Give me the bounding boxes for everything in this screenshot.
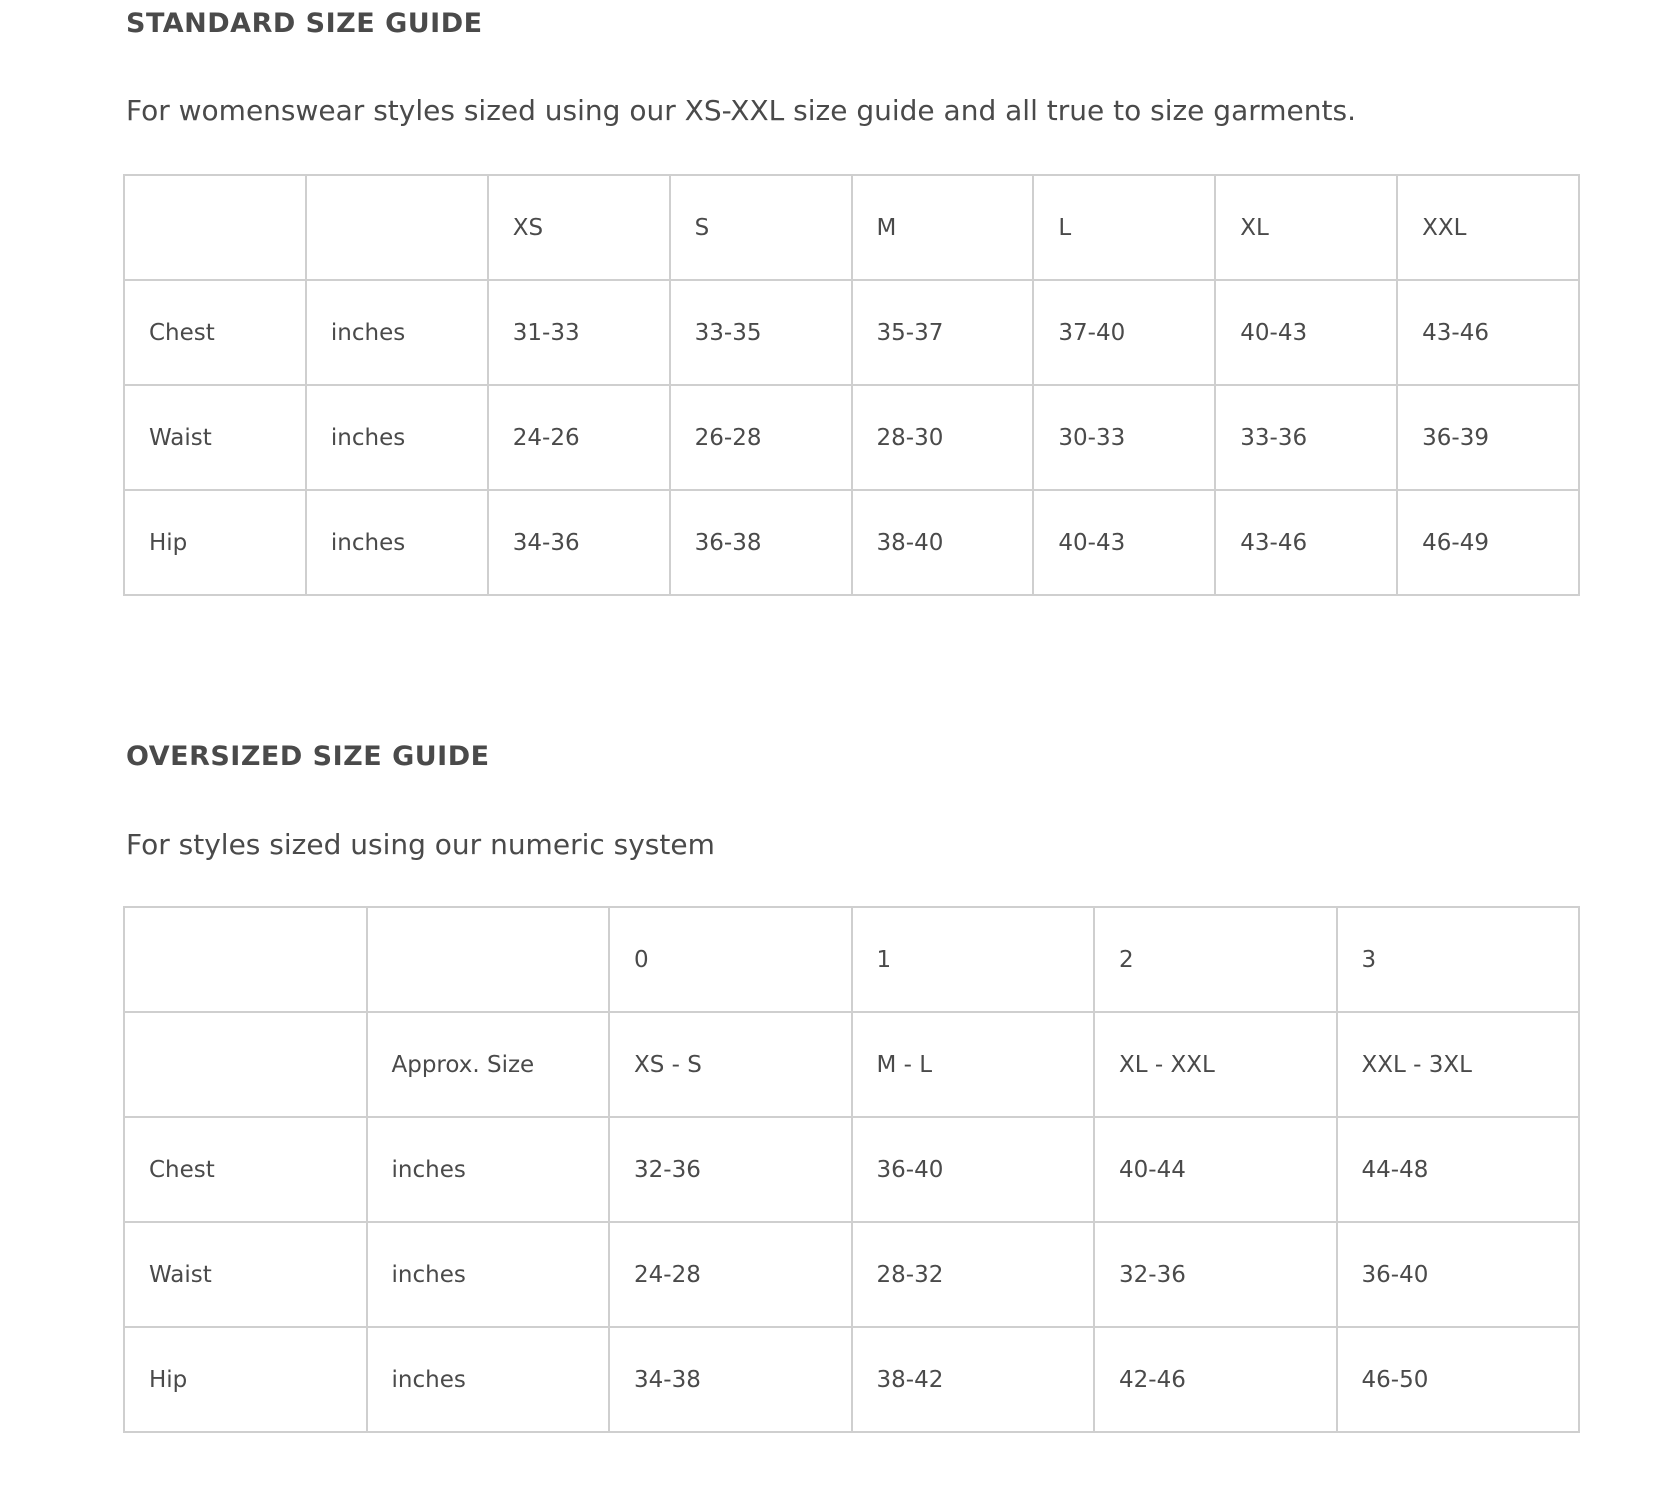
table-cell: 36-39	[1396, 384, 1580, 491]
table-cell: 33-36	[1214, 384, 1399, 491]
table-cell: 40-43	[1032, 489, 1217, 596]
table-cell: 26-28	[668, 384, 853, 491]
table-cell: 36-40	[1335, 1221, 1580, 1328]
table-cell: inches	[365, 1326, 610, 1433]
table-cell: 42-46	[1093, 1326, 1338, 1433]
oversized-size-guide-subtitle: For styles sized using our numeric syste…	[126, 828, 715, 861]
table-row: Hip inches 34-36 36-38 38-40 40-43 43-46 46-49	[123, 489, 1580, 596]
table-cell: 33-35	[668, 279, 853, 386]
table-cell: 46-49	[1396, 489, 1580, 596]
table-cell	[304, 174, 489, 281]
table-cell: 24-26	[486, 384, 671, 491]
table-cell: 38-40	[850, 489, 1035, 596]
table-cell: 38-42	[850, 1326, 1095, 1433]
table-cell: L	[1032, 174, 1217, 281]
table-cell: 43-46	[1396, 279, 1580, 386]
table-cell: M - L	[850, 1011, 1095, 1118]
table-cell: XL	[1214, 174, 1399, 281]
table-cell: 43-46	[1214, 489, 1399, 596]
table-cell: Hip	[123, 1326, 368, 1433]
table-cell: 24-28	[608, 1221, 853, 1328]
table-cell: inches	[365, 1116, 610, 1223]
table-row: Waist inches 24-28 28-32 32-36 36-40	[123, 1221, 1580, 1328]
table-cell: XS - S	[608, 1011, 853, 1118]
table-cell: XXL - 3XL	[1335, 1011, 1580, 1118]
oversized-size-guide-title: OVERSIZED SIZE GUIDE	[126, 741, 490, 772]
table-cell: XXL	[1396, 174, 1580, 281]
table-cell: 31-33	[486, 279, 671, 386]
standard-size-table: XS S M L XL XXL Chest inches 31-33 33-35 35-37 37-4…	[123, 174, 1580, 596]
table-cell: 40-44	[1093, 1116, 1338, 1223]
table-cell: Waist	[123, 384, 307, 491]
table-cell: 28-30	[850, 384, 1035, 491]
table-cell: XL - XXL	[1093, 1011, 1338, 1118]
table-row: Waist inches 24-26 26-28 28-30 30-33 33-36 36-3…	[123, 384, 1580, 491]
table-row: Hip inches 34-38 38-42 42-46 46-50	[123, 1326, 1580, 1433]
table-header-row: XS S M L XL XXL	[123, 174, 1580, 281]
table-cell: inches	[304, 384, 489, 491]
table-row: Chest inches 31-33 33-35 35-37 37-40 40-43 43-4…	[123, 279, 1580, 386]
table-cell: 30-33	[1032, 384, 1217, 491]
table-cell: 34-36	[486, 489, 671, 596]
table-cell: 3	[1335, 906, 1580, 1013]
table-cell: Chest	[123, 279, 307, 386]
table-cell: 2	[1093, 906, 1338, 1013]
table-cell: 32-36	[608, 1116, 853, 1223]
table-cell: inches	[304, 489, 489, 596]
table-cell: 37-40	[1032, 279, 1217, 386]
table-cell: 0	[608, 906, 853, 1013]
table-cell: 46-50	[1335, 1326, 1580, 1433]
table-cell: 32-36	[1093, 1221, 1338, 1328]
table-cell: S	[668, 174, 853, 281]
table-cell: Chest	[123, 1116, 368, 1223]
table-cell: Waist	[123, 1221, 368, 1328]
table-cell: Approx. Size	[365, 1011, 610, 1118]
table-cell: 36-38	[668, 489, 853, 596]
table-cell: 44-48	[1335, 1116, 1580, 1223]
standard-size-guide-title: STANDARD SIZE GUIDE	[126, 8, 483, 39]
table-cell	[365, 906, 610, 1013]
table-cell: inches	[365, 1221, 610, 1328]
table-row: Chest inches 32-36 36-40 40-44 44-48	[123, 1116, 1580, 1223]
table-cell: 35-37	[850, 279, 1035, 386]
table-cell: XS	[486, 174, 671, 281]
table-cell	[123, 174, 307, 281]
table-cell: 34-38	[608, 1326, 853, 1433]
table-cell: 28-32	[850, 1221, 1095, 1328]
table-cell: 1	[850, 906, 1095, 1013]
table-cell: inches	[304, 279, 489, 386]
table-cell	[123, 906, 368, 1013]
table-cell: Hip	[123, 489, 307, 596]
table-cell	[123, 1011, 368, 1118]
table-cell: 40-43	[1214, 279, 1399, 386]
standard-size-guide-subtitle: For womenswear styles sized using our XS…	[126, 94, 1356, 127]
table-cell: 36-40	[850, 1116, 1095, 1223]
table-cell: M	[850, 174, 1035, 281]
